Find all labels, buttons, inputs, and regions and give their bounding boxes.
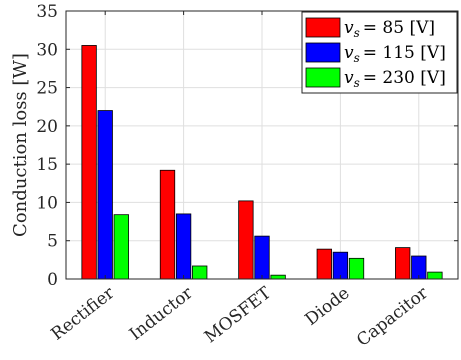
y-tick-labels: 0 5 10 15 20 25 30 35 — [36, 2, 58, 290]
bar-capacitor-series-1 — [395, 247, 411, 280]
bar-diode-series-3 — [348, 257, 365, 280]
y-tick-label: 20 — [36, 117, 58, 137]
legend-swatch-1 — [305, 17, 341, 38]
y-tick-label: 10 — [36, 193, 58, 213]
bar-rectifier-series-2 — [97, 110, 113, 280]
legend-label-1: vs = 85 [V] — [344, 18, 435, 40]
x-tick-label-capacitor: Capacitor — [353, 283, 432, 351]
y-tick-label: 0 — [47, 270, 58, 290]
bar-diode-series-2 — [332, 251, 349, 280]
bar-capacitor-series-3 — [427, 271, 443, 280]
x-tick-label-diode: Diode — [302, 283, 354, 330]
x-tick-labels: Rectifier Inductor MOSFET Diode Capacitor — [48, 283, 433, 351]
x-tick-label-mosfet: MOSFET — [201, 283, 276, 348]
y-tick-label: 5 — [47, 232, 58, 252]
bar-rectifier-series-1 — [81, 45, 97, 280]
bar-inductor-series-3 — [192, 265, 208, 280]
x-tick-label-rectifier: Rectifier — [48, 283, 119, 345]
legend: vs = 85 [V] vs = 115 [V] vs = 230 [V] — [301, 11, 458, 94]
bar-inductor-series-1 — [159, 169, 176, 280]
bar-series — [81, 45, 443, 280]
bar-mosfet-series-3 — [270, 274, 286, 280]
bar-diode-series-1 — [316, 248, 332, 280]
y-tick-label: 25 — [36, 79, 58, 99]
y-axis-label: Conduction loss [W] — [10, 53, 31, 237]
y-tick-label: 15 — [36, 155, 58, 175]
legend-label-3: vs = 230 [V] — [344, 68, 446, 90]
legend-swatch-3 — [305, 67, 341, 88]
x-tick-label-inductor: Inductor — [126, 283, 197, 345]
legend-swatch-2 — [305, 42, 341, 63]
bar-inductor-series-2 — [175, 213, 192, 280]
bar-mosfet-series-2 — [254, 235, 270, 280]
legend-label-2: vs = 115 [V] — [344, 43, 446, 65]
bar-rectifier-series-3 — [113, 214, 129, 280]
y-tick-label: 35 — [36, 2, 58, 22]
bar-mosfet-series-1 — [238, 200, 254, 280]
y-tick-label: 30 — [36, 40, 58, 60]
